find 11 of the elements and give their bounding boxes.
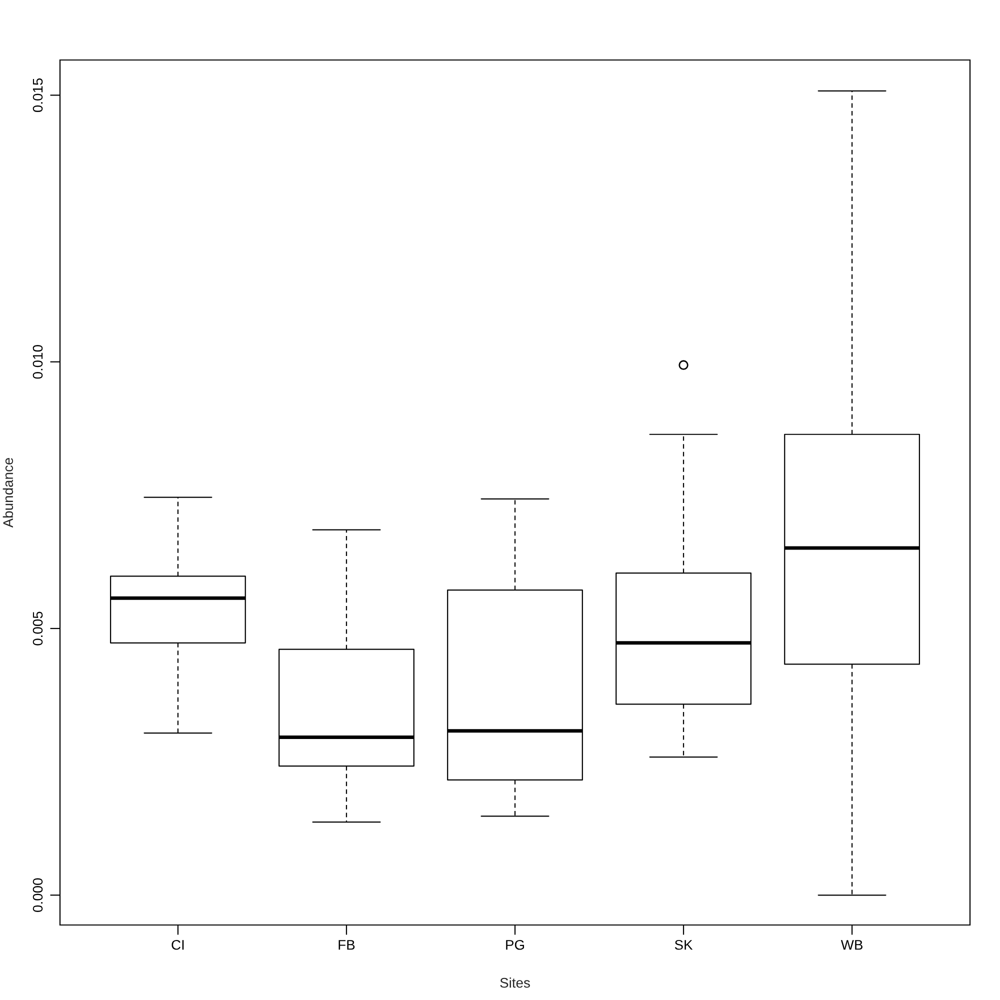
x-tick-label: PG: [506, 940, 524, 950]
x-tick-label: CI: [172, 940, 184, 950]
x-tick-label: FB: [338, 940, 355, 950]
y-axis-title: Abundance: [2, 458, 14, 528]
y-tick-label: 0.010: [32, 345, 43, 379]
x-axis-title: Sites: [500, 978, 530, 988]
y-tick-label: 0.015: [32, 78, 43, 112]
x-tick-label: WB: [840, 940, 862, 950]
x-tick-label: SK: [674, 940, 693, 950]
y-tick-label: 0.000: [32, 878, 43, 912]
y-tick-label: 0.005: [32, 612, 43, 646]
